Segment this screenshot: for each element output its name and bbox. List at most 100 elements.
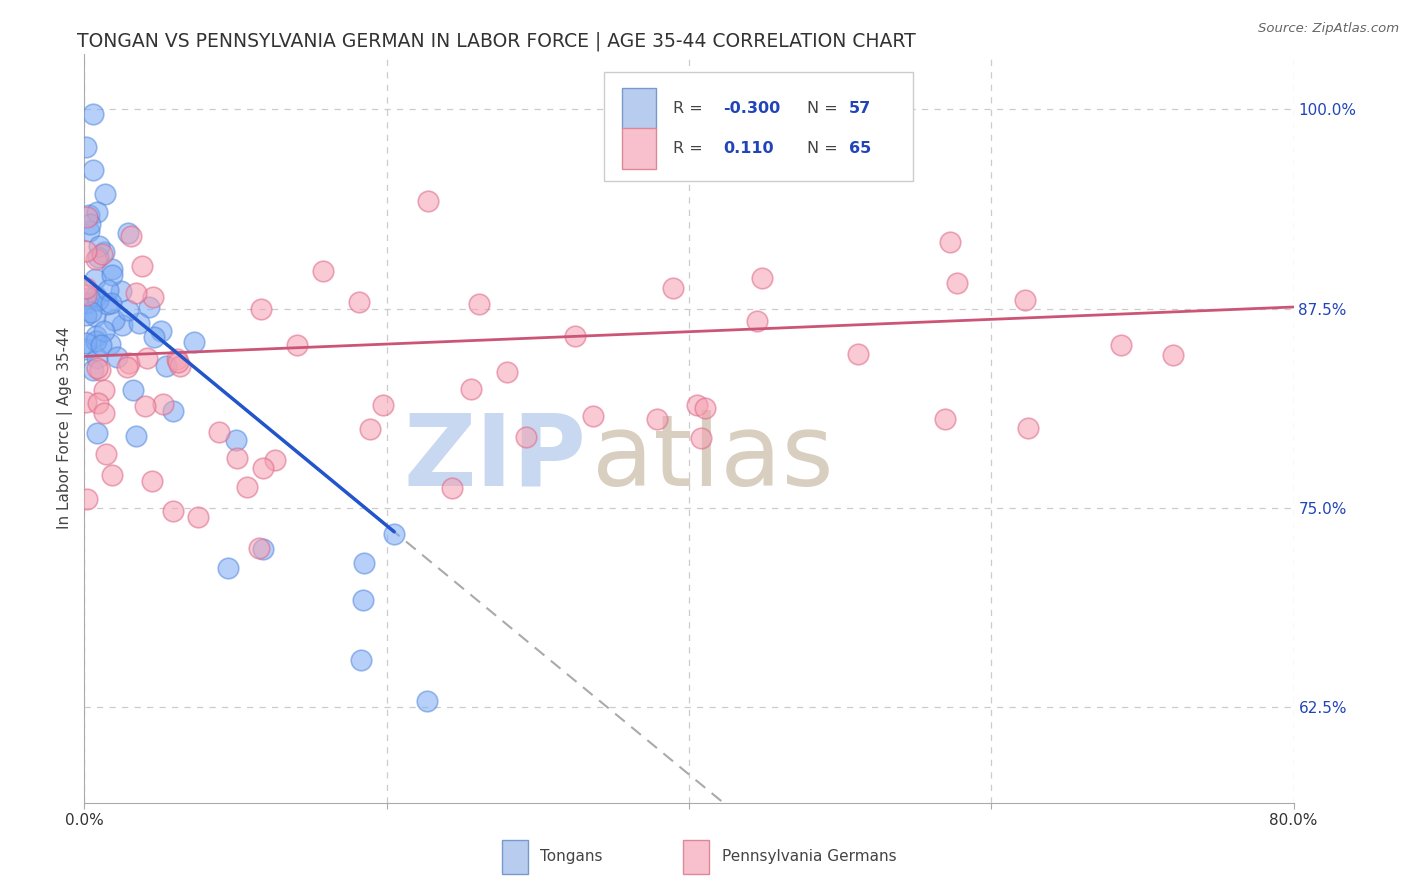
Text: N =: N = xyxy=(807,141,844,156)
Point xyxy=(252,461,274,475)
Point xyxy=(939,235,962,250)
Point xyxy=(352,592,374,607)
Text: R =: R = xyxy=(673,141,709,156)
Point xyxy=(416,194,439,209)
Point xyxy=(75,281,97,295)
Point xyxy=(82,163,104,178)
Point xyxy=(208,425,231,439)
Point xyxy=(150,324,173,338)
Point xyxy=(94,447,117,461)
Point xyxy=(84,252,107,267)
Point xyxy=(89,363,111,377)
Point xyxy=(138,300,160,314)
Point xyxy=(1017,421,1039,435)
Point xyxy=(134,399,156,413)
Point xyxy=(125,429,148,443)
Point xyxy=(93,406,115,420)
Point xyxy=(128,316,150,330)
Point xyxy=(187,510,209,524)
Point xyxy=(110,318,132,332)
Point xyxy=(311,264,333,278)
Point xyxy=(120,228,142,243)
Point xyxy=(467,297,489,311)
Point xyxy=(110,284,132,298)
Point xyxy=(751,271,773,285)
Point xyxy=(76,296,98,310)
Text: 57: 57 xyxy=(849,101,870,116)
Point xyxy=(79,305,101,319)
Point xyxy=(350,652,373,666)
Text: -0.300: -0.300 xyxy=(723,101,780,116)
Point xyxy=(247,541,270,555)
Point xyxy=(236,480,259,494)
Point xyxy=(162,504,184,518)
Point xyxy=(249,301,271,316)
Point xyxy=(373,398,395,412)
Point xyxy=(103,313,125,327)
Point xyxy=(76,491,98,506)
Point xyxy=(125,286,148,301)
Point xyxy=(695,401,717,416)
Point xyxy=(686,398,709,412)
Point xyxy=(86,425,108,440)
Point xyxy=(647,412,669,426)
Point xyxy=(79,217,101,231)
Point xyxy=(183,335,205,350)
Point xyxy=(167,354,190,368)
Point xyxy=(441,481,464,495)
Point xyxy=(90,247,112,261)
Point xyxy=(382,527,405,541)
Point xyxy=(87,239,110,253)
Point xyxy=(84,271,107,285)
Point xyxy=(1014,293,1036,307)
Point xyxy=(82,107,104,121)
Bar xyxy=(502,840,529,873)
Point xyxy=(117,303,139,318)
Point xyxy=(152,397,174,411)
Point xyxy=(263,453,285,467)
Point xyxy=(75,343,97,357)
Point xyxy=(1161,348,1184,362)
Point xyxy=(86,351,108,366)
Point xyxy=(166,351,188,366)
Point xyxy=(82,363,104,377)
Point xyxy=(934,412,956,426)
Point xyxy=(75,288,97,302)
Text: TONGAN VS PENNSYLVANIA GERMAN IN LABOR FORCE | AGE 35-44 CORRELATION CHART: TONGAN VS PENNSYLVANIA GERMAN IN LABOR F… xyxy=(77,31,917,51)
Point xyxy=(84,334,107,348)
Point xyxy=(122,383,145,397)
Point xyxy=(495,365,517,379)
Text: ZIP: ZIP xyxy=(404,409,586,507)
Point xyxy=(162,403,184,417)
Point xyxy=(217,561,239,575)
Text: Source: ZipAtlas.com: Source: ZipAtlas.com xyxy=(1258,22,1399,36)
Text: Tongans: Tongans xyxy=(540,849,603,864)
Point xyxy=(101,268,124,282)
FancyBboxPatch shape xyxy=(605,72,912,181)
Point xyxy=(96,297,118,311)
Point xyxy=(77,209,100,223)
Text: N =: N = xyxy=(807,101,844,116)
Point xyxy=(86,205,108,219)
Point xyxy=(77,224,100,238)
Bar xyxy=(683,840,710,873)
Point xyxy=(690,431,713,445)
Point xyxy=(100,296,122,310)
Point xyxy=(131,259,153,273)
Point xyxy=(581,409,603,424)
Point xyxy=(142,329,165,343)
Point xyxy=(848,347,870,361)
Point xyxy=(117,226,139,240)
Point xyxy=(93,245,115,260)
Point xyxy=(101,262,124,277)
Point xyxy=(86,360,108,375)
Point xyxy=(115,359,138,374)
Point xyxy=(515,430,537,444)
Point xyxy=(135,351,157,365)
Point xyxy=(460,382,482,396)
Point xyxy=(97,283,120,297)
Point xyxy=(105,351,128,365)
Point xyxy=(94,186,117,201)
Point xyxy=(100,468,122,483)
Point xyxy=(77,291,100,305)
